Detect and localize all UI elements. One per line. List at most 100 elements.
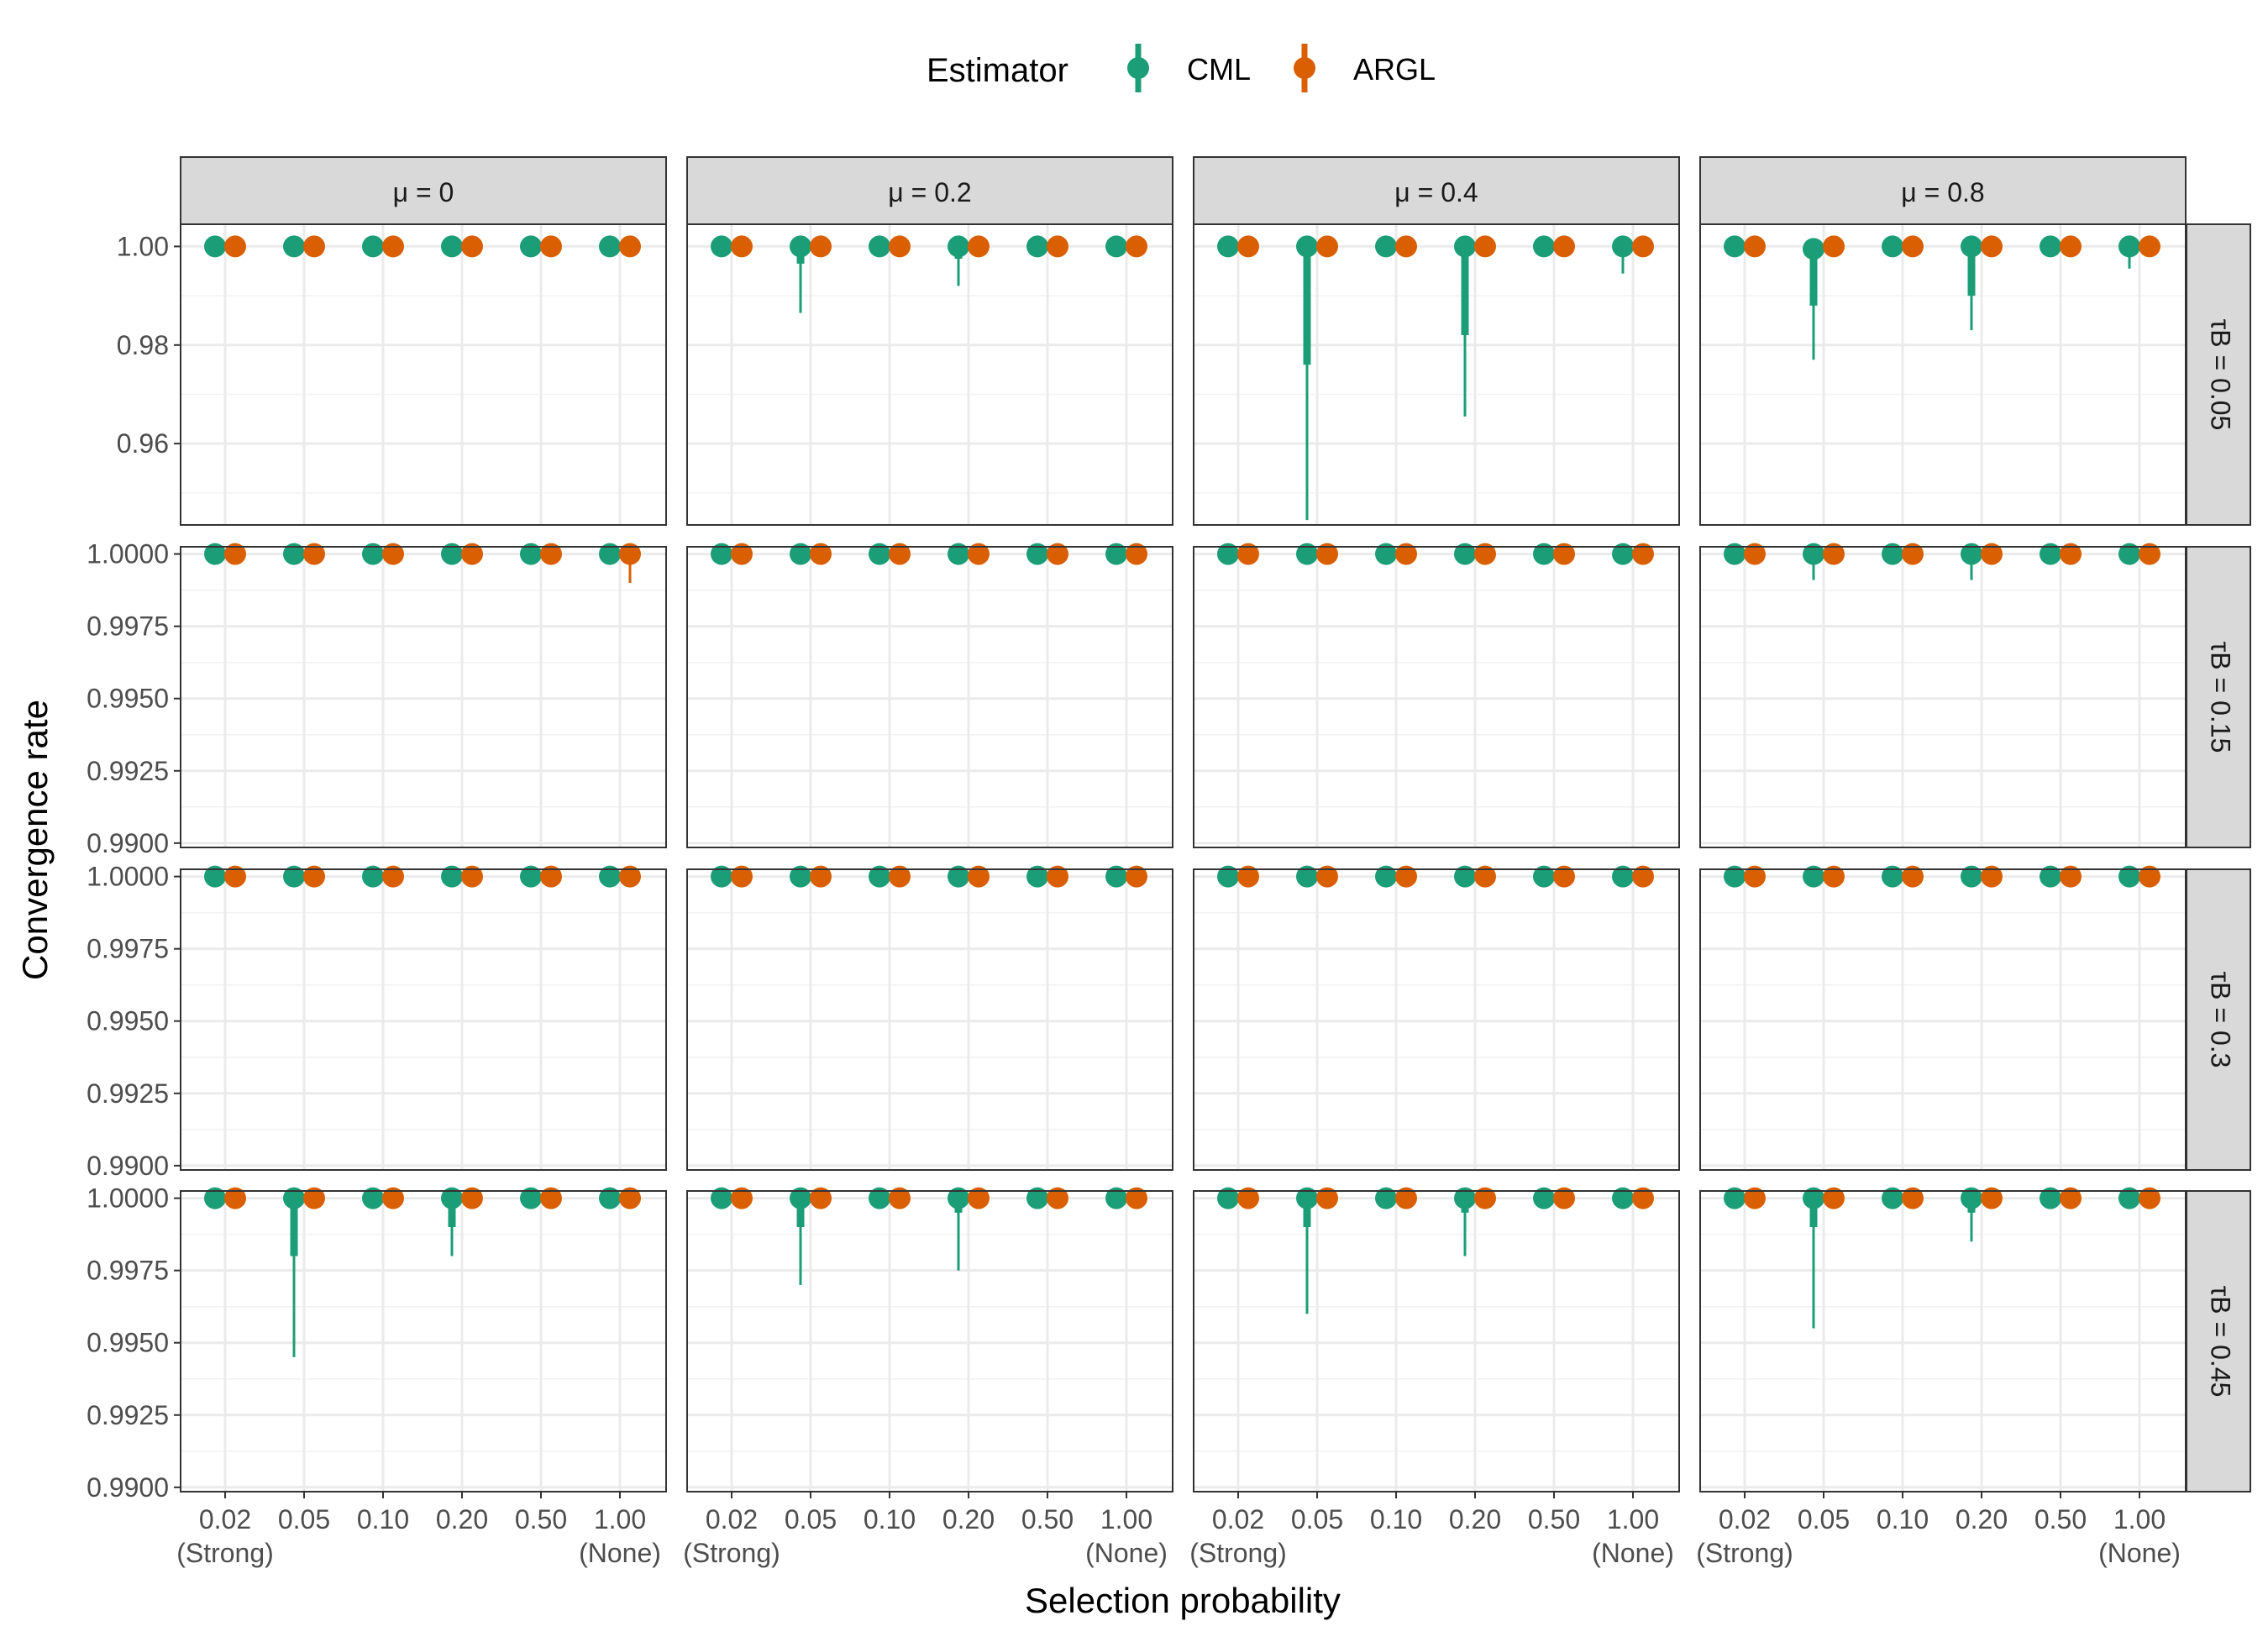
data-point [1882,865,1903,888]
data-point [283,235,305,258]
x-tick-label: 0.20 [436,1504,488,1534]
data-point [1632,865,1654,888]
panel-background [687,224,1173,525]
data-point [2040,543,2061,565]
data-point [1632,235,1654,258]
data-point [869,543,890,565]
data-point [224,1187,246,1209]
data-point [441,543,463,565]
legend-item-cml: CML [1127,44,1251,92]
x-tick-label: 0.10 [1370,1504,1422,1534]
x-tick-label: 0.50 [1528,1504,1580,1534]
data-point [382,865,404,888]
data-point [1902,865,1924,888]
strip-label: τB = 0.3 [2206,972,2236,1068]
series-argl [1744,235,2160,258]
series-cml [204,1187,621,1357]
facet-strip-right: τB = 0.3 [2186,868,2251,1171]
data-point [1296,865,1318,888]
data-point [1961,543,1982,565]
panel-border [1699,223,2187,526]
data-point [2139,543,2160,565]
data-point [1026,543,1048,565]
data-point [1316,235,1338,258]
x-tick-sublabel: (Strong) [683,1538,780,1568]
strip-background [1193,156,1680,225]
data-point [1553,235,1575,258]
panel-border [1699,546,2187,848]
data-point [1217,1187,1239,1209]
data-point [1724,865,1746,888]
series-argl [1237,543,1654,565]
x-tick-sublabel: (None) [2098,1538,2181,1568]
x-tick-label: 1.00 [1607,1504,1659,1534]
data-point [790,235,811,258]
data-point [619,543,641,565]
panel-border [1699,1190,2187,1492]
panel-background [1700,547,2186,847]
data-point [1217,235,1239,258]
facet-strip-right: τB = 0.05 [2186,223,2251,526]
facet-strip-top: μ = 0.8 [1699,156,2187,225]
data-point [1744,865,1766,888]
panel [686,865,1173,1171]
data-point [2040,1187,2061,1209]
panel-background [1194,224,1679,525]
data-point [1533,543,1555,565]
series-cml [711,543,1127,565]
data-point [790,1187,811,1209]
data-point [869,1187,890,1209]
data-point [731,235,753,258]
data-point [461,543,483,565]
data-point [1882,1187,1903,1209]
data-point [1454,865,1476,888]
data-point [948,1187,969,1209]
data-point [520,865,542,888]
data-point [1533,235,1555,258]
data-point [461,235,483,258]
panel-border [180,223,667,526]
panel-background [181,869,666,1170]
data-point [303,1187,325,1209]
series-argl [224,865,641,888]
y-tick-label: 0.96 [117,428,169,459]
data-point [1395,235,1417,258]
data-point [1237,865,1259,888]
y-tick-label: 0.98 [117,330,169,360]
panel [1699,865,2187,1171]
data-point [1047,1187,1068,1209]
panel-border [686,868,1173,1171]
data-point [2118,865,2140,888]
data-point [1823,1187,1845,1209]
strip-background [180,156,667,225]
strip-background [2186,1190,2251,1492]
data-point [1981,865,2003,888]
panel-border [686,546,1173,848]
data-point [1237,1187,1259,1209]
series-cml [711,235,1127,313]
series-cml [1724,235,2140,360]
data-point [1395,543,1417,565]
data-point [711,235,732,258]
panel-border [1193,546,1680,848]
data-point [869,865,890,888]
data-point [1902,543,1924,565]
panel-background [1700,224,2186,525]
data-point [1744,1187,1766,1209]
x-tick-sublabel: (Strong) [1696,1538,1793,1568]
data-point [2139,865,2160,888]
series-cml [204,865,621,888]
panel-border [1193,868,1680,1171]
data-point [1803,543,1824,565]
data-point [1454,1187,1476,1209]
data-point [1823,865,1845,888]
panel-background [687,869,1173,1170]
data-point [2060,865,2082,888]
data-point [1474,865,1496,888]
x-tick-label: 0.50 [1021,1504,1074,1534]
data-point [1744,543,1766,565]
panel-background [1194,547,1679,847]
panel-border [686,223,1173,526]
data-point [1961,235,1982,258]
